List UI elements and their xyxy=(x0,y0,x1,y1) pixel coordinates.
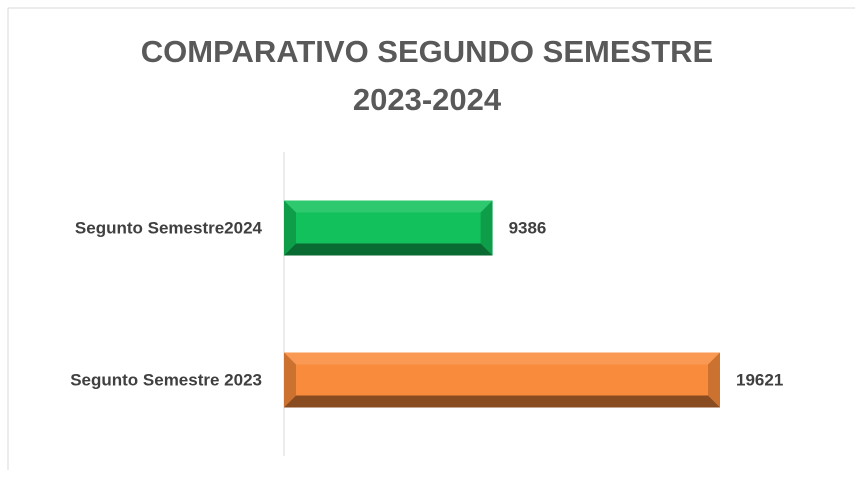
chart-title: COMPARATIVO SEGUNDO SEMESTRE 2023-2024 xyxy=(140,34,714,117)
bar-bevel-left xyxy=(284,352,296,408)
bar-bevel-right xyxy=(480,200,493,256)
value-label: 9386 xyxy=(509,218,547,237)
bar-bevel-bottom xyxy=(284,243,493,256)
bar-bevel-left xyxy=(284,200,296,256)
value-label: 19621 xyxy=(736,370,783,389)
bar xyxy=(284,200,493,256)
bar-bevel-top xyxy=(284,200,493,213)
bar-bevel-bottom xyxy=(284,395,720,408)
bar-bevel-top xyxy=(284,352,720,365)
category-label: Segunto Semestre 2023 xyxy=(70,370,262,389)
bar xyxy=(284,352,720,408)
category-label: Segunto Semestre2024 xyxy=(75,218,263,237)
bar-bevel-right xyxy=(708,352,720,408)
